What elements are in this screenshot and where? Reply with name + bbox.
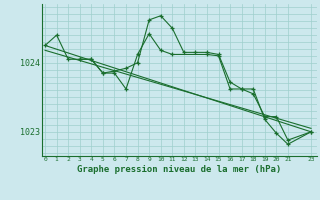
X-axis label: Graphe pression niveau de la mer (hPa): Graphe pression niveau de la mer (hPa) [77, 165, 281, 174]
